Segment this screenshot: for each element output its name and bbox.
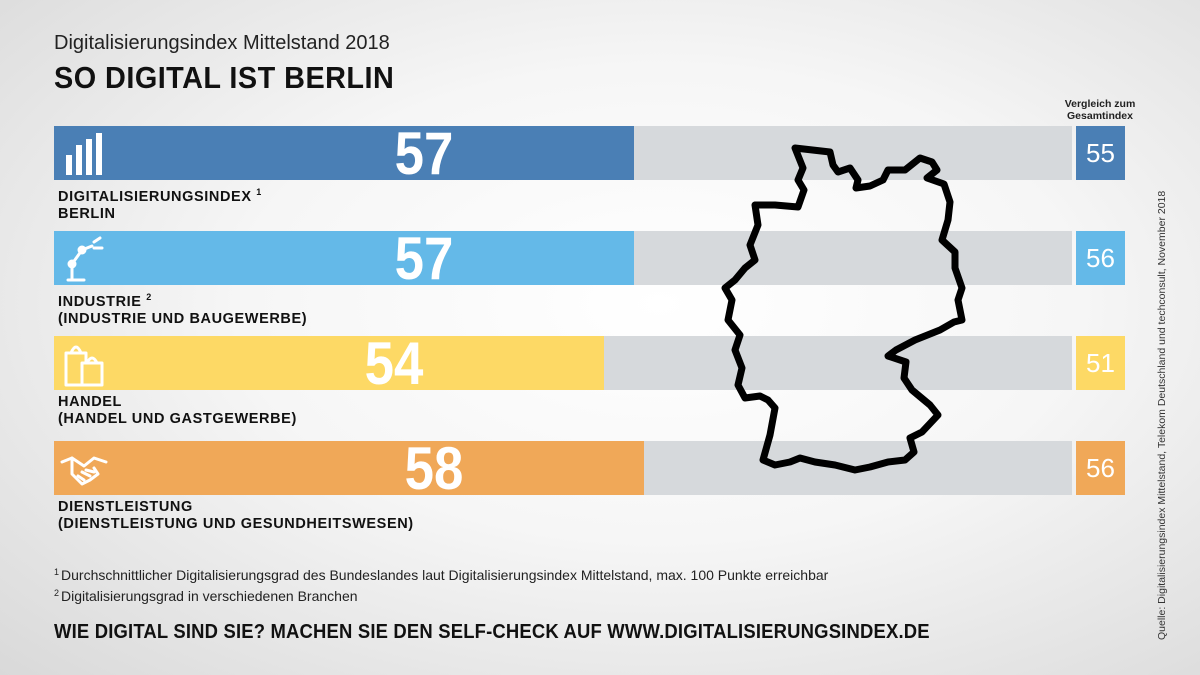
bar-track-dienstleistung: 58 <box>54 435 1072 502</box>
category-label-line2: (HANDEL UND GASTGEWERBE) <box>58 411 297 427</box>
footnote-mark: 2 <box>54 588 60 598</box>
category-label-berlin: DIGITALISIERUNGSINDEX 1 BERLIN <box>58 184 262 223</box>
bar-value-label: 57 <box>394 120 454 187</box>
footnote-text: Digitalisierungsgrad in verschiedenen Br… <box>61 588 358 604</box>
bar-value-label: 54 <box>364 330 424 397</box>
category-label-line1: DIENSTLEISTUNG <box>58 499 193 515</box>
footnote-ref: 1 <box>256 187 262 197</box>
category-label-line1: INDUSTRIE <box>58 294 142 310</box>
footnote-1: 1 Durchschnittlicher Digitalisierungsgrad… <box>54 567 828 583</box>
footnote-mark: 1 <box>54 567 60 577</box>
bar-handel <box>54 336 604 390</box>
category-label-line1: DIGITALISIERUNGSINDEX <box>58 189 252 205</box>
robot-arm-icon <box>60 234 110 282</box>
source-note: Quelle: Digitalisierungsindex Mittelstan… <box>1156 190 1168 640</box>
category-label-handel: HANDEL (HANDEL UND GASTGEWERBE) <box>58 394 297 428</box>
bar-track-industrie: 57 <box>54 225 1072 292</box>
footnote-ref: 2 <box>146 292 152 302</box>
compare-value-dienstleistung: 56 <box>1076 441 1125 495</box>
category-label-line2: (DIENSTLEISTUNG UND GESUNDHEITSWESEN) <box>58 516 414 532</box>
bar-berlin <box>54 126 635 180</box>
shopping-bags-icon <box>60 339 110 387</box>
compare-value-handel: 51 <box>1076 336 1125 390</box>
category-label-line2: (INDUSTRIE UND BAUGEWERBE) <box>58 311 308 327</box>
bar-value-label: 57 <box>394 225 454 292</box>
bar-value-label: 58 <box>405 435 464 502</box>
call-to-action: WIE DIGITAL SIND SIE? MACHEN SIE DEN SEL… <box>54 620 930 643</box>
footnote-text: Durchschnittlicher Digitalisierungsgrad … <box>61 567 829 583</box>
bar-chart-icon <box>60 129 110 177</box>
category-label-dienstleistung: DIENSTLEISTUNG (DIENSTLEISTUNG UND GESUND… <box>58 499 414 533</box>
germany-outline-icon <box>721 144 966 474</box>
category-label-line2: BERLIN <box>58 206 116 222</box>
page-subtitle: Digitalisierungsindex Mittelstand 2018 <box>54 32 390 54</box>
compare-value-industrie: 56 <box>1076 231 1125 285</box>
page-title: SO DIGITAL IST BERLIN <box>54 60 395 95</box>
category-label-industrie: INDUSTRIE 2 (INDUSTRIE UND BAUGEWERBE) <box>58 289 307 328</box>
footnote-2: 2 Digitalisierungsgrad in verschiedenen B… <box>54 588 358 604</box>
bar-industrie <box>54 231 635 285</box>
compare-header: Vergleich zum Gesamtindex <box>1064 98 1136 122</box>
category-label-line1: HANDEL <box>58 394 123 410</box>
bar-dienstleistung <box>54 441 645 495</box>
bar-track-berlin: 57 <box>54 120 1072 187</box>
handshake-icon <box>60 444 110 492</box>
compare-value-berlin: 55 <box>1076 126 1125 180</box>
